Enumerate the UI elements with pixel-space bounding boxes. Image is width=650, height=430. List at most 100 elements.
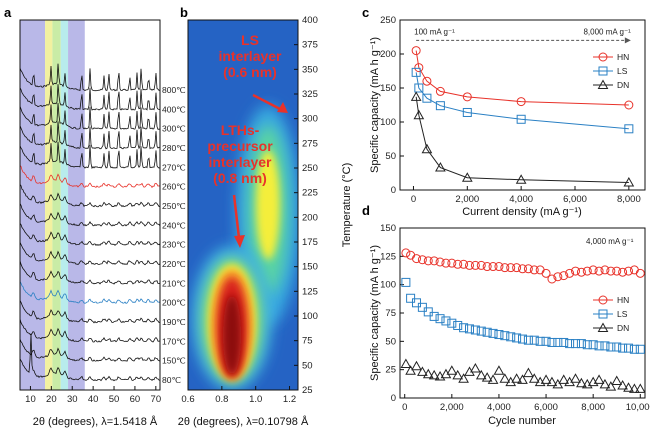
data-point-hn	[635, 268, 645, 278]
data-point-hn	[612, 266, 622, 276]
panel-b-ylabel: Temperature (°C)	[341, 163, 353, 247]
data-point-dn	[623, 382, 634, 392]
data-point-dn	[523, 367, 534, 378]
data-point-ls	[429, 311, 439, 321]
data-point-hn	[565, 268, 575, 278]
data-point-dn	[475, 369, 487, 380]
xtick-label: 0	[411, 194, 416, 205]
ytick-label: 175	[302, 237, 318, 248]
data-point-dn	[599, 378, 611, 389]
panel-c-ticks: 0 2,000 4,000 6,000 8,000 0 50 100 150 200 250	[380, 15, 641, 205]
ytick-label: 100	[380, 280, 396, 291]
annotation-ls-line: interlayer	[218, 48, 282, 64]
temperature-label: 250℃	[162, 201, 186, 211]
panel-d-series	[400, 248, 646, 393]
data-point-ls	[635, 344, 645, 354]
data-point-dn	[410, 91, 422, 101]
data-point-dn	[570, 373, 581, 383]
data-point-dn	[515, 174, 527, 184]
xtick-label: 0.6	[181, 394, 194, 405]
data-point-ls	[464, 324, 474, 334]
series-line-ls	[415, 72, 629, 130]
panel-b-ticks: 0.6 0.8 1.0 1.2 25 50 75 100 125 150 175 200 225 250 2…	[181, 15, 317, 405]
data-point-ls	[401, 277, 411, 287]
xtick-label: 0.8	[215, 394, 228, 405]
data-point-hn	[618, 267, 628, 277]
data-point-dn	[421, 143, 433, 154]
data-point-ls	[518, 334, 527, 344]
data-point-ls	[435, 101, 445, 111]
xrd-curve	[20, 223, 160, 247]
highlight-band	[52, 20, 61, 390]
ytick-label: 325	[302, 89, 318, 100]
panel-d-xlabel: Cycle number	[488, 415, 556, 427]
data-point-hn	[624, 100, 634, 110]
data-point-dn	[629, 383, 640, 393]
data-point-hn	[547, 274, 557, 284]
ytick-label: 275	[302, 138, 318, 149]
data-point-ls	[624, 124, 634, 134]
data-point-ls	[565, 339, 575, 349]
ytick-label: 150	[302, 262, 318, 273]
panel-a-xticks: 10 20 30 40 50 60 70	[25, 386, 161, 405]
data-point-hn	[600, 265, 610, 275]
legend-marker	[598, 295, 608, 305]
data-point-ls	[506, 332, 516, 342]
ytick-label: 50	[385, 336, 396, 347]
data-point-hn	[559, 271, 569, 281]
data-point-hn	[594, 266, 604, 276]
data-point-ls	[500, 331, 510, 341]
data-point-hn	[606, 266, 616, 276]
xtick-label: 8,000	[581, 402, 605, 413]
temperature-label: 800℃	[162, 85, 186, 95]
data-point-hn	[476, 260, 486, 270]
legend-label: HN	[617, 295, 629, 305]
data-point-dn	[446, 365, 458, 375]
data-point-hn	[406, 250, 416, 260]
data-point-ls	[535, 336, 545, 346]
xrd-curve	[20, 338, 160, 362]
data-point-hn	[629, 265, 639, 275]
data-point-hn	[571, 266, 581, 276]
xrd-curves	[20, 63, 160, 382]
data-point-ls	[462, 107, 472, 117]
annotation-lths-line: (0.8 nm)	[213, 170, 267, 186]
data-point-ls	[516, 114, 526, 124]
xtick-label: 10	[25, 394, 36, 405]
data-point-dn	[481, 372, 493, 382]
data-point-dn	[435, 162, 446, 172]
xtick-label: 8,000	[617, 194, 641, 205]
xrd-curve	[20, 141, 160, 170]
ytick-label: 400	[302, 15, 318, 26]
rate-label-high: 8,000 mA g⁻¹	[583, 27, 631, 36]
annotation-arrows	[232, 93, 288, 248]
temperature-label: 270℃	[162, 162, 186, 172]
data-point-ls	[612, 342, 622, 352]
xrd-curve	[20, 281, 160, 304]
data-point-dn	[558, 374, 570, 384]
data-point-dn	[400, 358, 412, 368]
ytick-label: 300	[302, 114, 318, 125]
xtick-label: 20	[46, 394, 57, 405]
xtick-label: 6,000	[563, 194, 587, 205]
temperature-label: 260℃	[162, 182, 186, 192]
data-point-hn	[435, 86, 445, 96]
panel-d-ylabel: Specific capacity (mA h g⁻¹)	[369, 245, 381, 381]
temperature-label: 220℃	[162, 259, 186, 269]
xrd-curve	[20, 121, 160, 150]
data-point-hn	[488, 262, 498, 272]
data-point-dn	[611, 375, 623, 385]
annotation-lths-line: interlayer	[208, 154, 272, 170]
data-point-hn	[582, 266, 592, 276]
series-line-dn	[415, 96, 629, 184]
data-point-hn	[482, 262, 492, 272]
temperature-label: 230℃	[162, 240, 186, 250]
data-point-ls	[459, 323, 469, 333]
legend-label: DN	[617, 80, 629, 90]
panel-b-heatmap: 0.6 0.8 1.0 1.2 25 50 75 100 125 150 175 200 225 250 2…	[178, 15, 353, 428]
ytick-label: 350	[302, 64, 318, 75]
highlight-bands	[20, 20, 85, 390]
data-point-hn	[518, 264, 527, 274]
data-point-ls	[576, 339, 586, 349]
